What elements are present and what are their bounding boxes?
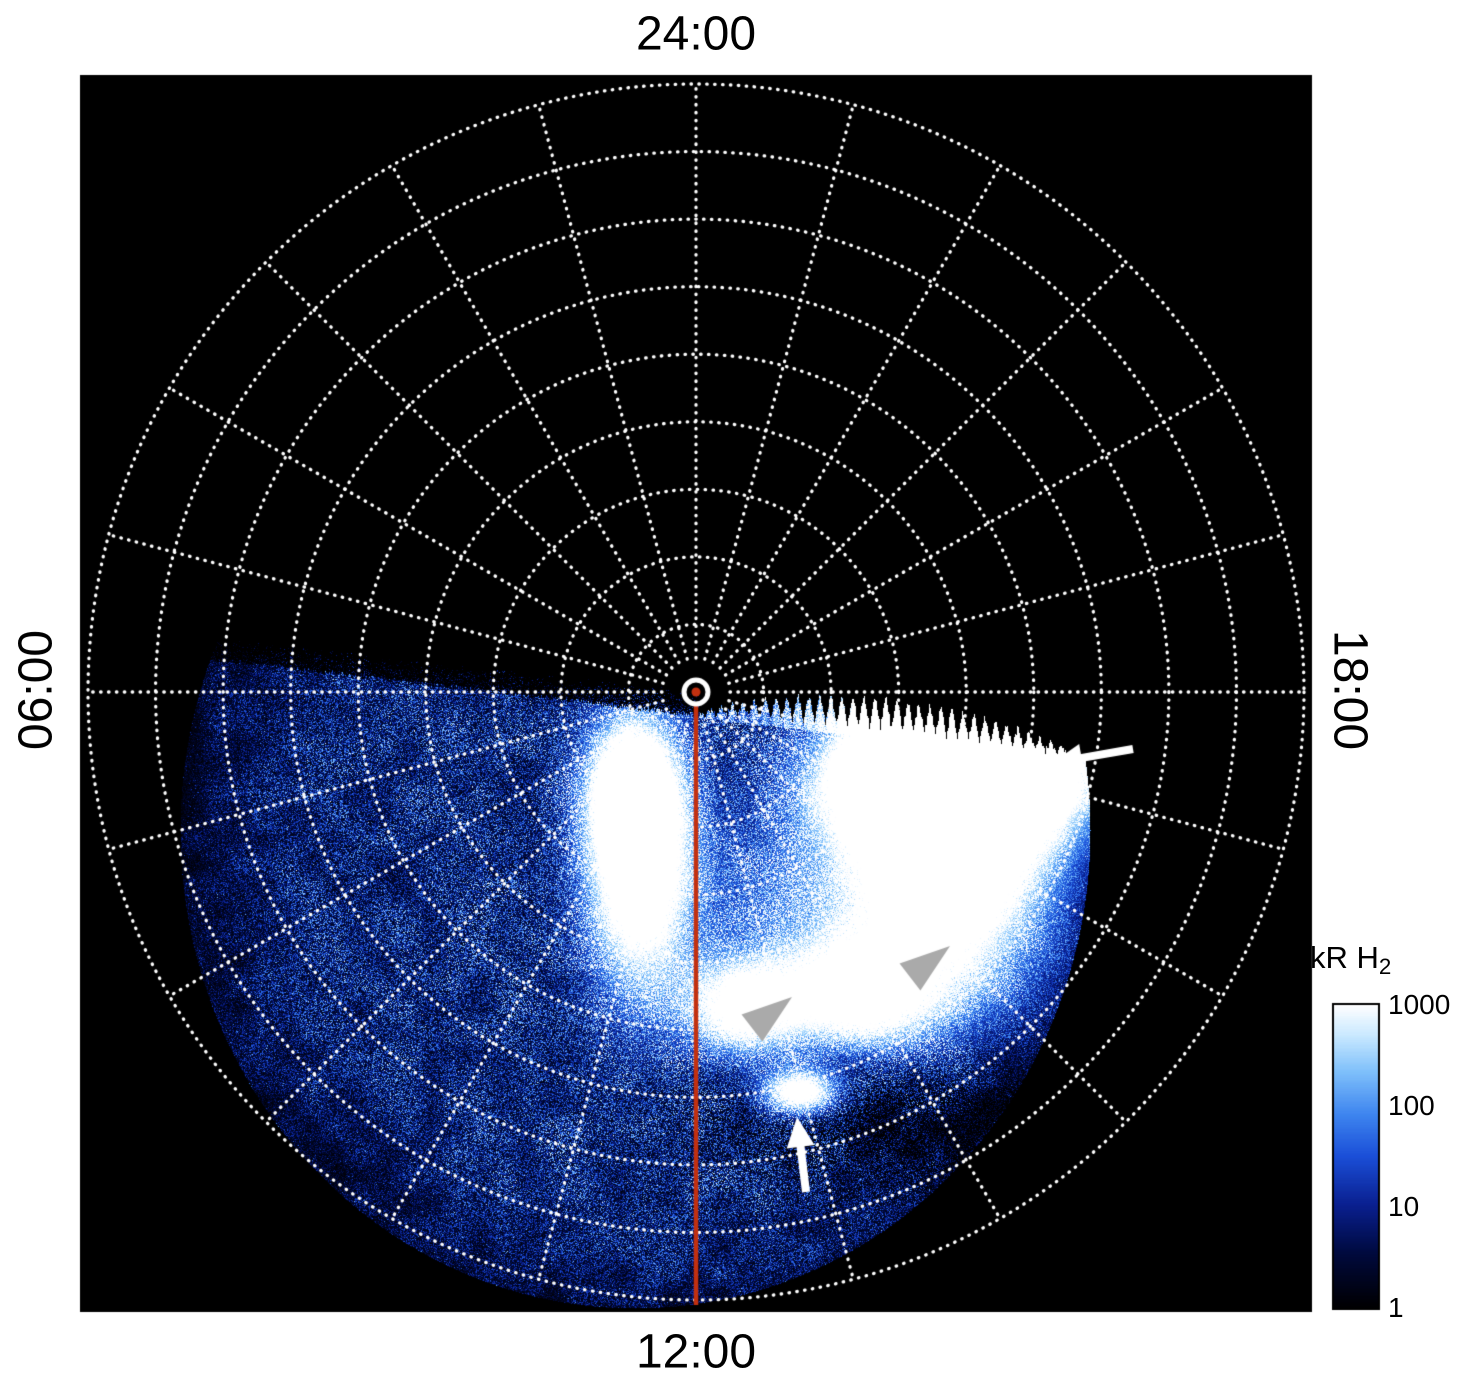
colorbar-title-text: kR H: [1310, 939, 1379, 975]
angular-label-1200: 12:00: [635, 1325, 757, 1379]
angular-label-0600: 06:00: [9, 629, 63, 751]
colorbar-tick-1000: 1000: [1388, 989, 1451, 1020]
colorbar-tick-10: 10: [1388, 1191, 1420, 1222]
colorbar-title: kR H2: [1310, 940, 1391, 980]
angular-label-2400: 24:00: [635, 7, 757, 61]
colorbar-title-subscript: 2: [1378, 954, 1392, 980]
angular-label-1800: 18:00: [1323, 629, 1377, 751]
colorbar-tick-1: 1: [1388, 1292, 1404, 1323]
colorbar-tick-100: 100: [1388, 1090, 1435, 1121]
